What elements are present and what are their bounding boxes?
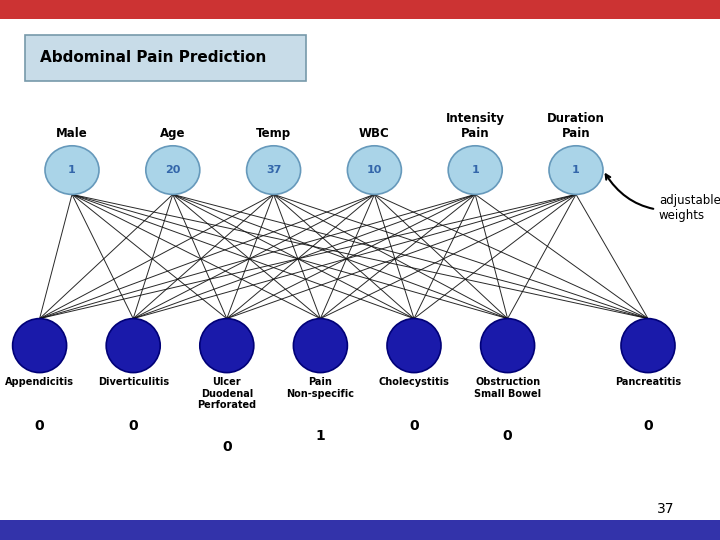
FancyBboxPatch shape [25, 35, 306, 81]
Ellipse shape [13, 319, 66, 373]
Text: 0: 0 [35, 418, 45, 433]
Text: Duration
Pain: Duration Pain [547, 112, 605, 140]
Text: 1: 1 [68, 165, 76, 175]
Text: WBC: WBC [359, 127, 390, 140]
Ellipse shape [549, 146, 603, 194]
Ellipse shape [387, 319, 441, 373]
Ellipse shape [45, 146, 99, 194]
Text: 0: 0 [643, 418, 653, 433]
Text: Ulcer
Duodenal
Perforated: Ulcer Duodenal Perforated [197, 377, 256, 410]
Ellipse shape [200, 319, 254, 373]
Bar [0, 0, 720, 19]
Text: Age: Age [160, 127, 186, 140]
Bar [0, 520, 720, 540]
Text: Obstruction
Small Bowel: Obstruction Small Bowel [474, 377, 541, 399]
Text: Male: Male [56, 127, 88, 140]
Ellipse shape [294, 319, 347, 373]
Text: Abdominal Pain Prediction: Abdominal Pain Prediction [40, 50, 266, 65]
Text: 0: 0 [409, 418, 419, 433]
Text: 0: 0 [222, 440, 232, 454]
Text: 20: 20 [165, 165, 181, 175]
Text: Temp: Temp [256, 127, 291, 140]
Text: 10: 10 [366, 165, 382, 175]
Text: Pancreatitis: Pancreatitis [615, 377, 681, 387]
Ellipse shape [145, 146, 199, 194]
Ellipse shape [448, 146, 503, 194]
Text: adjustable
weights: adjustable weights [606, 174, 720, 222]
Text: Appendicitis: Appendicitis [5, 377, 74, 387]
Text: Pain
Non-specific: Pain Non-specific [287, 377, 354, 399]
Text: 1: 1 [315, 429, 325, 443]
Text: Cholecystitis: Cholecystitis [379, 377, 449, 387]
Text: 37: 37 [266, 165, 282, 175]
Ellipse shape [107, 319, 160, 373]
Text: 1: 1 [572, 165, 580, 175]
Ellipse shape [621, 319, 675, 373]
Text: 1: 1 [472, 165, 479, 175]
Text: Intensity
Pain: Intensity Pain [446, 112, 505, 140]
Ellipse shape [348, 146, 402, 194]
Ellipse shape [481, 319, 534, 373]
Ellipse shape [246, 146, 301, 194]
Text: 0: 0 [128, 418, 138, 433]
Text: Diverticulitis: Diverticulitis [98, 377, 168, 387]
Text: 37: 37 [657, 502, 675, 516]
Text: 0: 0 [503, 429, 513, 443]
